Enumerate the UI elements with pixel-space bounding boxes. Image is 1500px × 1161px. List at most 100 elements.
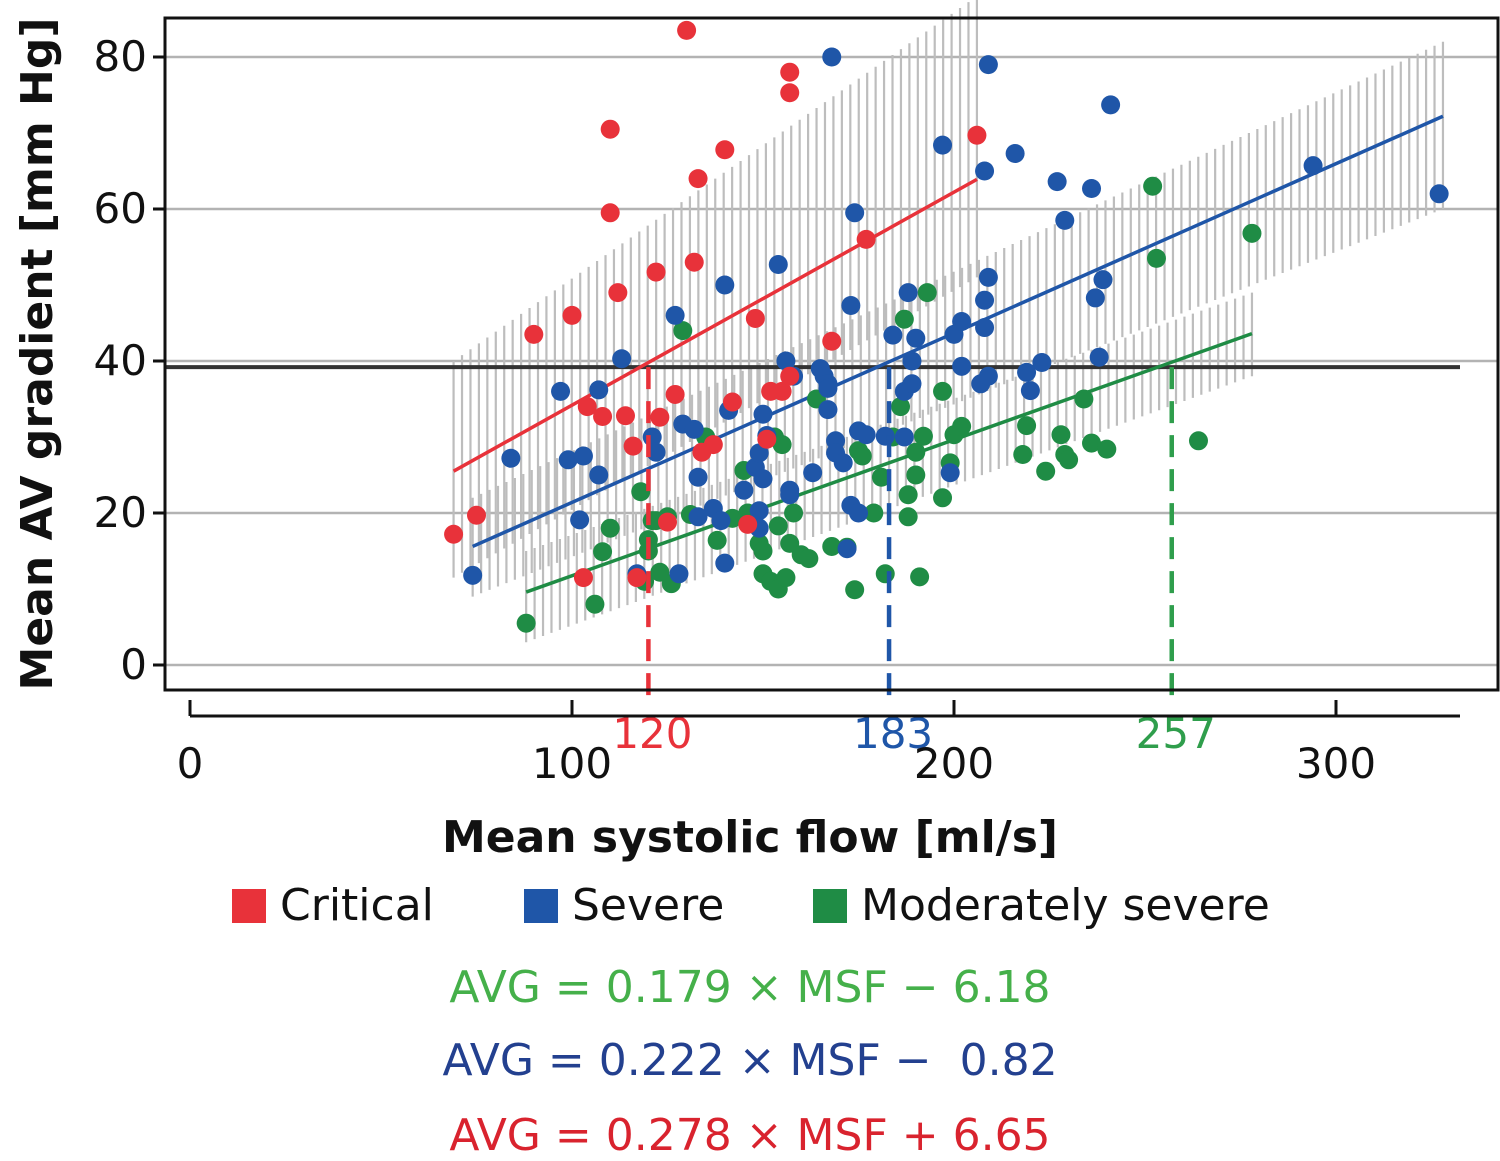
data-point-0-32 xyxy=(822,331,842,351)
data-point-1-68 xyxy=(975,318,995,338)
data-point-0-25 xyxy=(745,308,765,328)
data-point-0-26 xyxy=(757,429,777,449)
data-point-2-36 xyxy=(845,580,865,600)
data-point-2-48 xyxy=(906,465,926,485)
data-point-0-14 xyxy=(650,407,670,427)
data-point-1-7 xyxy=(589,380,609,400)
data-point-1-42 xyxy=(822,47,842,67)
data-point-1-21 xyxy=(715,275,735,295)
data-point-2-66 xyxy=(1143,176,1163,196)
band-2 xyxy=(525,292,1254,643)
legend-item-moderately-severe: Moderately severe xyxy=(813,880,1270,931)
equation-critical: AVG = 0.278 × MSF + 6.65 xyxy=(449,1110,1051,1161)
legend-label-severe: Severe xyxy=(572,880,725,931)
data-point-1-65 xyxy=(952,356,972,376)
data-point-0-18 xyxy=(684,252,704,272)
y-tick-label-80: 80 xyxy=(94,32,147,81)
data-point-0-28 xyxy=(772,381,792,401)
data-point-1-0 xyxy=(463,565,483,585)
data-point-0-13 xyxy=(646,262,666,282)
data-point-2-0 xyxy=(516,613,536,633)
data-point-0-31 xyxy=(780,366,800,386)
equation-severe: AVG = 0.222 × MSF − 0.82 xyxy=(442,1035,1058,1086)
data-point-2-44 xyxy=(894,309,914,329)
legend: Critical Severe Moderately severe xyxy=(0,880,1500,940)
data-point-1-76 xyxy=(1032,353,1052,373)
data-point-1-59 xyxy=(902,374,922,394)
data-point-2-59 xyxy=(1036,461,1056,481)
data-point-1-84 xyxy=(1303,156,1323,176)
data-point-2-4 xyxy=(631,482,651,502)
data-point-1-71 xyxy=(978,267,998,287)
data-point-0-24 xyxy=(738,514,758,534)
data-point-2-67 xyxy=(1146,248,1166,268)
data-point-1-11 xyxy=(646,442,666,462)
data-point-1-70 xyxy=(978,366,998,386)
data-point-1-26 xyxy=(749,501,769,521)
fit-line-0 xyxy=(452,177,978,473)
data-point-0-0 xyxy=(444,524,464,544)
data-point-1-72 xyxy=(978,55,998,75)
data-point-0-8 xyxy=(600,203,620,223)
x-tick-label-100: 100 xyxy=(532,739,612,788)
data-point-1-73 xyxy=(1005,144,1025,164)
data-point-0-15 xyxy=(658,512,677,532)
data-point-2-47 xyxy=(906,442,926,462)
data-point-2-27 xyxy=(772,435,792,455)
data-point-1-1 xyxy=(501,448,521,468)
data-point-2-69 xyxy=(1242,223,1262,243)
data-point-1-79 xyxy=(1082,178,1102,198)
x-tick-label-0: 0 xyxy=(177,739,204,788)
data-point-1-45 xyxy=(833,453,853,473)
legend-swatch-critical xyxy=(232,888,266,923)
y-axis-label: Mean AV gradient [mm Hg] xyxy=(12,18,63,691)
data-point-2-52 xyxy=(933,488,953,508)
data-point-0-17 xyxy=(677,20,697,40)
data-point-1-61 xyxy=(933,135,953,155)
data-point-0-12 xyxy=(627,568,647,588)
data-point-2-60 xyxy=(1051,425,1071,445)
x-axis: 0 100 200 300 xyxy=(177,700,1460,788)
data-point-2-53 xyxy=(933,381,953,401)
data-point-1-6 xyxy=(589,465,609,485)
data-point-2-26 xyxy=(768,516,788,536)
data-point-1-36 xyxy=(803,463,823,483)
data-point-2-51 xyxy=(917,283,937,303)
data-point-1-19 xyxy=(711,511,731,531)
data-point-2-56 xyxy=(952,416,972,436)
data-point-2-43 xyxy=(891,397,911,417)
regression-lines xyxy=(452,114,1444,594)
data-point-1-50 xyxy=(849,503,868,523)
data-point-2-30 xyxy=(784,503,804,523)
x-tick-label-300: 300 xyxy=(1296,739,1376,788)
data-point-2-1 xyxy=(585,594,605,614)
data-point-1-2 xyxy=(551,381,571,401)
grid-lines xyxy=(165,55,1498,667)
data-point-1-67 xyxy=(975,161,995,181)
data-point-0-2 xyxy=(524,324,544,344)
data-point-2-46 xyxy=(898,507,918,527)
data-point-1-57 xyxy=(898,283,918,303)
data-point-2-65 xyxy=(1097,439,1117,459)
data-point-1-16 xyxy=(688,507,708,527)
data-point-0-6 xyxy=(593,406,613,426)
y-tick-label-0: 0 xyxy=(120,640,147,689)
data-point-0-11 xyxy=(623,436,643,456)
data-point-1-62 xyxy=(940,463,960,483)
data-point-2-28 xyxy=(776,568,796,588)
data-point-0-33 xyxy=(856,229,876,249)
data-point-1-23 xyxy=(734,480,754,500)
data-point-2-40 xyxy=(871,467,891,487)
data-point-2-22 xyxy=(753,541,773,561)
data-point-1-28 xyxy=(753,404,773,424)
data-point-1-55 xyxy=(894,427,914,447)
x-tick-label-200: 200 xyxy=(914,739,994,788)
data-point-2-45 xyxy=(898,485,918,505)
data-point-2-57 xyxy=(1013,444,1033,464)
data-point-1-15 xyxy=(684,419,704,439)
data-point-1-74 xyxy=(1017,362,1037,382)
data-point-0-9 xyxy=(608,283,628,303)
legend-item-severe: Severe xyxy=(524,880,724,931)
data-point-2-13 xyxy=(673,321,693,341)
